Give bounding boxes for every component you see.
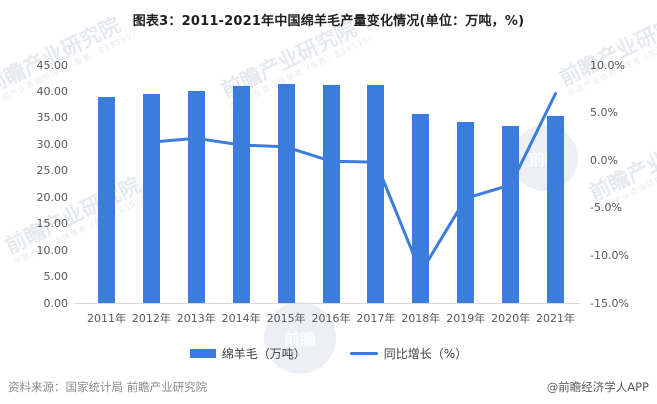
y-axis-left-tick: 20.00 bbox=[36, 190, 69, 204]
bar-2018年 bbox=[412, 114, 430, 303]
bar-2011年 bbox=[97, 97, 115, 303]
bar-2014年 bbox=[232, 86, 250, 303]
y-axis-right-tick: -15.0% bbox=[590, 296, 629, 310]
x-axis-label: 2021年 bbox=[536, 312, 576, 325]
y-axis-left-tick: 40.00 bbox=[36, 84, 69, 98]
bar-2016年 bbox=[322, 84, 340, 303]
y-axis-left-tick: 25.00 bbox=[36, 164, 69, 178]
bar-2013年 bbox=[187, 90, 205, 303]
x-axis-line bbox=[75, 303, 580, 304]
legend-item-growth: 同比增长（%） bbox=[349, 345, 468, 362]
legend-label-wool: 绵羊毛（万吨） bbox=[221, 347, 306, 361]
bar-2021年 bbox=[547, 115, 565, 303]
x-axis-label: 2020年 bbox=[491, 312, 531, 325]
bar-2012年 bbox=[142, 94, 160, 303]
y-axis-right-tick: 10.0% bbox=[590, 58, 625, 72]
legend-label-growth: 同比增长（%） bbox=[383, 347, 468, 361]
y-axis-left-tick: 5.00 bbox=[43, 270, 69, 284]
x-axis-label: 2016年 bbox=[311, 312, 351, 325]
y-axis-right-tick: -5.0% bbox=[590, 201, 622, 215]
x-axis-label: 2015年 bbox=[266, 312, 306, 325]
bar-swatch-icon bbox=[189, 349, 216, 358]
legend: 绵羊毛（万吨） 同比增长（%） bbox=[0, 345, 657, 362]
y-axis-right-tick: 0.0% bbox=[590, 153, 618, 167]
y-axis-left-tick: 30.00 bbox=[36, 137, 69, 151]
y-axis-left-tick: 15.00 bbox=[36, 217, 69, 231]
source-note: 资料来源：国家统计局 前瞻产业研究院 bbox=[8, 380, 208, 394]
bar-2017年 bbox=[367, 85, 385, 303]
legend-item-wool: 绵羊毛（万吨） bbox=[189, 345, 306, 362]
y-axis-left-tick: 45.00 bbox=[36, 58, 69, 72]
x-axis-label: 2014年 bbox=[221, 312, 261, 325]
x-axis-label: 2011年 bbox=[86, 312, 126, 325]
x-axis-label: 2019年 bbox=[446, 312, 486, 325]
y-axis-right-tick: 5.0% bbox=[590, 106, 618, 120]
bar-2019年 bbox=[457, 122, 475, 303]
chart-title: 图表3：2011-2021年中国绵羊毛产量变化情况(单位：万吨，%) bbox=[132, 14, 525, 29]
x-axis-label: 2017年 bbox=[356, 312, 396, 325]
y-axis-left-tick: 10.00 bbox=[36, 243, 69, 257]
bar-2020年 bbox=[502, 125, 520, 303]
x-axis-label: 2013年 bbox=[176, 312, 216, 325]
line-swatch-icon bbox=[349, 352, 378, 355]
bar-2015年 bbox=[277, 83, 295, 303]
credit-note: @前瞻经济学人APP bbox=[546, 380, 649, 394]
y-axis-right-tick: -10.0% bbox=[590, 248, 629, 262]
x-axis-label: 2012年 bbox=[131, 312, 171, 325]
y-axis-left-tick: 35.00 bbox=[36, 111, 69, 125]
x-axis-label: 2018年 bbox=[401, 312, 441, 325]
y-axis-left-tick: 0.00 bbox=[43, 296, 69, 310]
watermark-logo-icon: 前瞻 bbox=[512, 125, 578, 191]
